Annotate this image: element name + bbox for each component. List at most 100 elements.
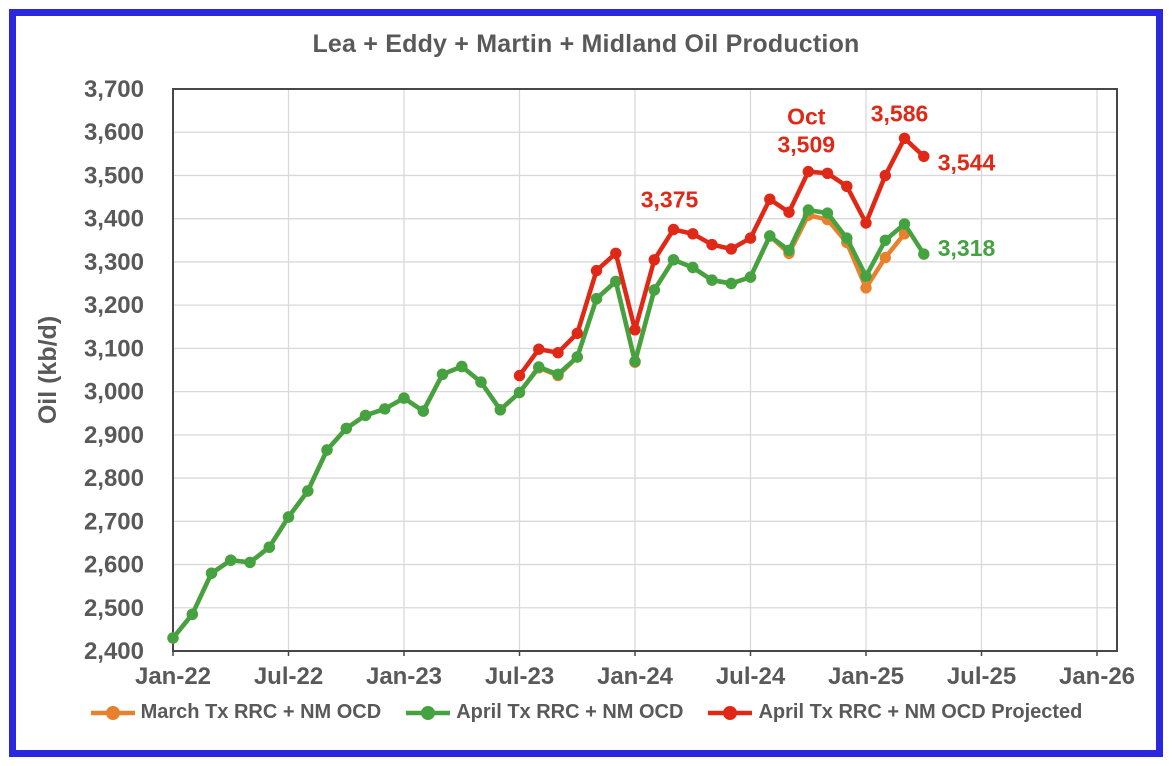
data-point-april-tx-rrc-nm-ocd-projected [571,327,583,339]
data-point-april-tx-rrc-nm-ocd [282,511,295,523]
data-point-march-tx-rrc-nm-ocd [879,251,891,264]
y-tick-label: 2,500 [84,595,144,622]
data-point-april-tx-rrc-nm-ocd-projected [629,324,641,336]
data-point-april-tx-rrc-nm-ocd [186,608,198,620]
annotation-label: 3,375 [641,187,699,213]
data-point-april-tx-rrc-nm-ocd [379,403,391,415]
annotation-label: 3,544 [938,149,996,175]
data-point-april-tx-rrc-nm-ocd [302,485,314,497]
data-point-april-tx-rrc-nm-ocd [167,632,179,644]
x-tick-label: Jan-24 [597,663,674,690]
data-point-april-tx-rrc-nm-ocd-projected [687,228,699,240]
data-point-april-tx-rrc-nm-ocd-projected [706,238,718,251]
data-point-april-tx-rrc-nm-ocd [340,422,352,435]
series-line-march-tx-rrc-nm-ocd [170,212,907,641]
legend-item-label: March Tx RRC + NM OCD [140,701,382,723]
data-point-april-tx-rrc-nm-ocd [571,351,583,363]
series-line-april-tx-rrc-nm-ocd [170,207,927,641]
data-point-april-tx-rrc-nm-ocd-projected [898,132,911,144]
y-tick-label: 3,000 [84,379,144,406]
data-point-april-tx-rrc-nm-ocd-projected [610,247,622,259]
data-point-april-tx-rrc-nm-ocd [898,218,911,230]
data-point-april-tx-rrc-nm-ocd-projected [744,232,757,244]
data-point-april-tx-rrc-nm-ocd [494,404,506,416]
data-point-april-tx-rrc-nm-ocd [513,386,526,399]
y-tick-label: 3,100 [84,335,144,362]
data-point-april-tx-rrc-nm-ocd-projected [648,254,660,266]
data-point-april-tx-rrc-nm-ocd-projected [533,343,545,355]
x-tick-label: Jan-22 [135,663,211,690]
legend-item-april-tx-rrc-nm-ocd: April Tx RRC + NM OCD [405,701,683,724]
chart-frame-border [9,9,1163,757]
data-point-april-tx-rrc-nm-ocd [879,234,891,246]
legend-marker-icon [90,705,135,720]
data-point-april-tx-rrc-nm-ocd [706,274,718,286]
data-point-april-tx-rrc-nm-ocd-projected [802,165,814,178]
data-point-april-tx-rrc-nm-ocd [398,392,410,404]
data-point-april-tx-rrc-nm-ocd [590,293,603,305]
data-point-april-tx-rrc-nm-ocd-projected [590,264,603,277]
x-tick-label: Jan-23 [366,663,442,690]
data-point-april-tx-rrc-nm-ocd [667,254,680,266]
data-point-april-tx-rrc-nm-ocd [225,554,237,566]
data-point-april-tx-rrc-nm-ocd [802,204,814,216]
data-point-april-tx-rrc-nm-ocd-projected [821,167,834,179]
data-point-april-tx-rrc-nm-ocd [783,244,795,256]
data-point-march-tx-rrc-nm-ocd [860,282,872,294]
data-point-april-tx-rrc-nm-ocd [456,360,468,373]
y-tick-label: 2,900 [84,422,144,449]
x-tick-label: Jul-25 [947,663,1016,690]
y-tick-label: 2,600 [84,552,144,579]
data-point-april-tx-rrc-nm-ocd-projected [667,223,680,236]
legend-marker-icon [406,705,451,720]
data-point-april-tx-rrc-nm-ocd [841,232,853,244]
data-point-april-tx-rrc-nm-ocd [610,275,622,288]
legend-item-april-tx-rrc-nm-ocd-projected: April Tx RRC + NM OCD Projected [707,701,1082,724]
data-point-april-tx-rrc-nm-ocd-projected [918,150,930,163]
legend-item-label: April Tx RRC + NM OCD [456,701,684,723]
x-tick-label: Jul-22 [254,663,323,690]
annotation-label: Oct [787,104,826,130]
y-tick-label: 2,800 [84,465,144,492]
data-point-april-tx-rrc-nm-ocd [359,409,372,422]
annotation-label: 3,318 [938,235,996,261]
data-point-april-tx-rrc-nm-ocd [552,368,564,380]
annotation-label: 3,586 [871,100,929,126]
data-point-april-tx-rrc-nm-ocd [744,271,757,283]
y-tick-label: 3,600 [84,119,144,146]
data-point-april-tx-rrc-nm-ocd [821,207,834,219]
data-point-april-tx-rrc-nm-ocd [205,567,218,579]
legend-item-march-tx-rrc-nm-ocd: March Tx RRC + NM OCD [90,701,382,724]
x-tick-label: Jan-26 [1059,663,1135,690]
y-tick-label: 3,400 [84,206,144,233]
data-point-april-tx-rrc-nm-ocd [475,376,487,388]
annotation-label: 3,509 [777,132,835,158]
data-point-april-tx-rrc-nm-ocd [263,541,275,553]
x-tick-label: Jul-23 [485,663,554,690]
y-tick-label: 2,700 [84,508,144,535]
data-point-april-tx-rrc-nm-ocd [648,284,660,296]
data-point-april-tx-rrc-nm-ocd-projected [513,369,526,382]
data-point-april-tx-rrc-nm-ocd-projected [860,217,872,229]
data-point-april-tx-rrc-nm-ocd-projected [552,347,564,359]
x-tick-label: Jan-25 [828,663,904,690]
data-point-april-tx-rrc-nm-ocd [436,368,449,380]
data-point-april-tx-rrc-nm-ocd-projected [764,193,776,205]
data-point-april-tx-rrc-nm-ocd-projected [725,243,737,255]
data-point-april-tx-rrc-nm-ocd [629,355,641,368]
data-point-april-tx-rrc-nm-ocd [244,556,256,569]
data-point-april-tx-rrc-nm-ocd [417,405,429,417]
data-point-april-tx-rrc-nm-ocd [533,361,545,373]
data-point-april-tx-rrc-nm-ocd [764,230,776,242]
chart-title: Lea + Eddy + Martin + Midland Oil Produc… [312,30,860,58]
y-tick-label: 3,300 [84,249,144,276]
y-tick-label: 3,700 [84,76,144,103]
y-tick-label: 2,400 [84,638,144,665]
data-point-april-tx-rrc-nm-ocd [687,261,699,274]
x-tick-label: Jul-24 [716,663,786,690]
legend-marker-icon [708,705,753,720]
data-point-april-tx-rrc-nm-ocd [725,277,737,290]
data-point-april-tx-rrc-nm-ocd [860,270,872,282]
